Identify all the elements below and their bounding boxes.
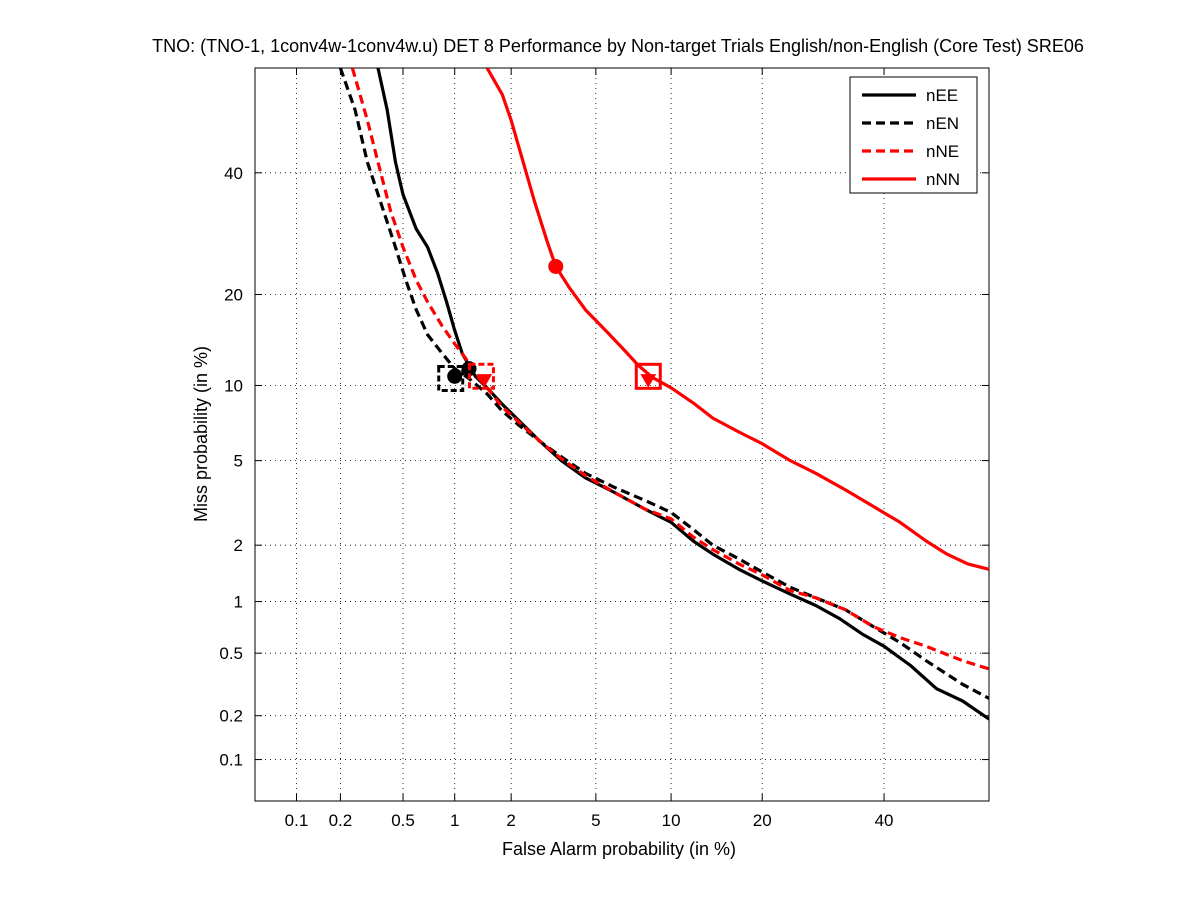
y-tick-label: 5 [234, 452, 243, 471]
y-tick-label: 20 [224, 285, 243, 304]
x-tick-label: 0.1 [285, 811, 309, 830]
axis-ticks: 0.1 0.2 0.5 1 2 5 10 20 40 0.1 0.2 0.5 1 2 5 10 20 40 [219, 68, 989, 830]
x-tick-label: 40 [875, 811, 894, 830]
series-line-nnn [485, 68, 989, 571]
y-tick-label: 0.5 [219, 644, 243, 663]
x-tick-label: 20 [753, 811, 772, 830]
legend-label-nnn: nNN [926, 170, 960, 189]
y-tick-label: 10 [224, 376, 243, 395]
x-tick-label: 10 [662, 811, 681, 830]
chart-title: TNO: (TNO-1, 1conv4w-1conv4w.u) DET 8 Pe… [152, 36, 1084, 56]
nne-triangle-marker [476, 374, 493, 388]
x-tick-label: 0.5 [391, 811, 415, 830]
nnn-square-marker [634, 362, 662, 390]
nnn-triangle-marker [640, 374, 657, 388]
nen-square-marker [437, 365, 465, 393]
series-line-nen [338, 68, 989, 700]
legend-label-nee: nEE [926, 86, 958, 105]
series-line-nne [350, 68, 989, 671]
legend: nEE nEN nNE nNN [849, 76, 978, 194]
y-axis-label: Miss probability (in %) [191, 346, 211, 522]
grid [255, 68, 989, 801]
plot-area-frame [254, 67, 990, 802]
y-tick-label: 2 [234, 536, 243, 555]
y-tick-label: 40 [224, 164, 243, 183]
x-tick-label: 0.2 [329, 811, 353, 830]
series-line-nee [376, 68, 989, 721]
nee-circle-marker [447, 368, 463, 384]
series-layer [338, 68, 989, 721]
legend-label-nen: nEN [926, 114, 959, 133]
nnn-circle-marker [548, 258, 564, 274]
x-tick-label: 5 [591, 811, 600, 830]
y-tick-label: 0.1 [219, 751, 243, 770]
x-tick-label: 2 [506, 811, 515, 830]
x-tick-label: 1 [450, 811, 459, 830]
legend-label-nne: nNE [926, 142, 959, 161]
nne-square-marker [467, 362, 495, 390]
y-tick-label: 1 [234, 593, 243, 612]
x-axis-label: False Alarm probability (in %) [502, 839, 736, 859]
y-tick-label: 0.2 [219, 707, 243, 726]
marker-layer [437, 258, 662, 393]
